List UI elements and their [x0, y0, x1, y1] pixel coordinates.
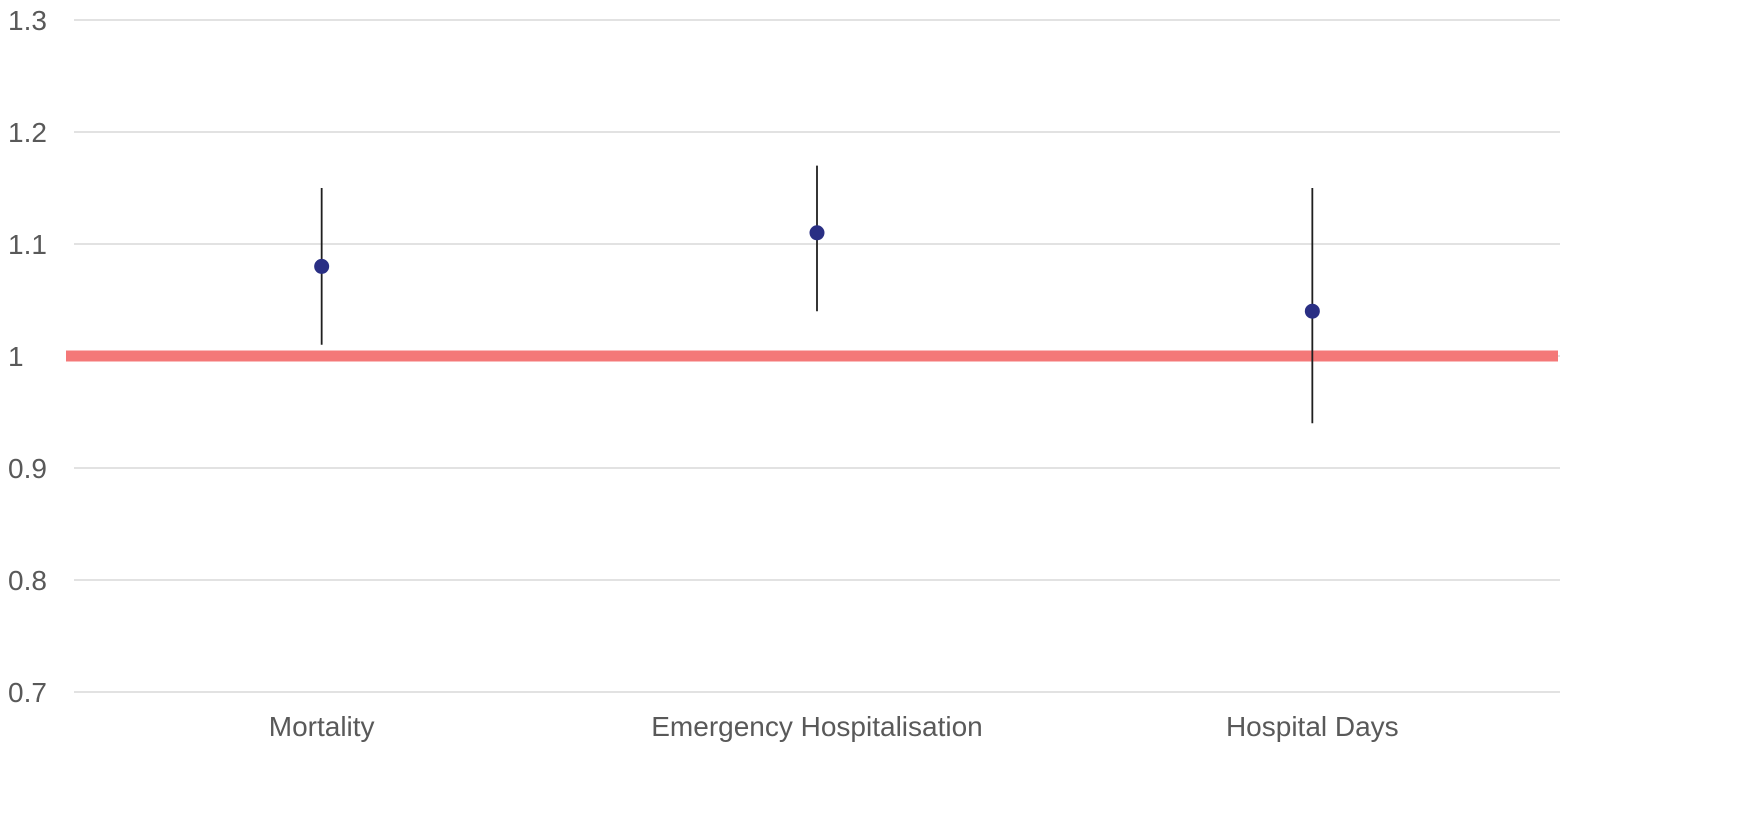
- data-point: [809, 225, 825, 241]
- error-bars: [320, 165, 1314, 424]
- y-tick-label: 1.3: [8, 5, 47, 36]
- y-tick-label: 0.8: [8, 565, 47, 596]
- data-point: [314, 258, 330, 274]
- y-tick-label: 1.1: [8, 229, 47, 260]
- y-tick-label: 1: [8, 341, 24, 372]
- x-category-label: Hospital Days: [1226, 711, 1399, 742]
- data-points: [314, 225, 1320, 319]
- data-point: [1304, 303, 1320, 319]
- x-category-label: Emergency Hospitalisation: [651, 711, 983, 742]
- y-tick-label: 0.9: [8, 453, 47, 484]
- x-axis-category-labels: Mortality Emergency Hospitalisation Hospit…: [269, 711, 1399, 742]
- y-tick-label: 1.2: [8, 117, 47, 148]
- x-category-label: Mortality: [269, 711, 375, 742]
- y-axis-tick-labels: 0.7 0.8 0.9 1 1.1 1.2 1.3: [8, 5, 47, 708]
- y-tick-label: 0.7: [8, 677, 47, 708]
